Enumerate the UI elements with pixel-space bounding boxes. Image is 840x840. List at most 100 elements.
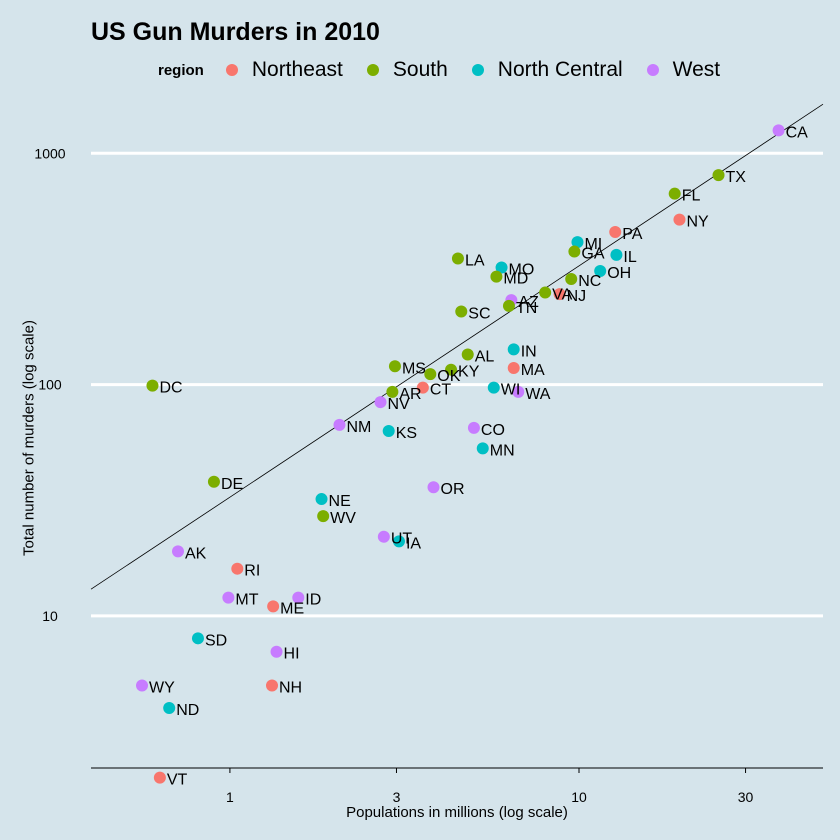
x-tick-label-30: 30: [738, 789, 754, 805]
point-mo: [495, 261, 508, 274]
point-label-de: DE: [221, 476, 243, 493]
point-nh: [266, 679, 279, 692]
point-label-nj: NJ: [567, 288, 587, 305]
point-ar: [386, 385, 399, 398]
point-label-sc: SC: [468, 306, 490, 323]
point-label-fl: FL: [682, 188, 701, 205]
legend-swatch-west: [646, 64, 659, 76]
point-label-ny: NY: [686, 214, 709, 231]
point-mi: [571, 236, 584, 249]
point-id: [292, 591, 305, 604]
point-label-ky: KY: [458, 364, 480, 381]
legend-item-north-central: North Central: [471, 58, 623, 82]
point-al: [461, 348, 474, 361]
point-nj: [553, 288, 566, 301]
point-label-ia: IA: [406, 535, 421, 552]
legend-title: region: [158, 61, 204, 79]
point-label-ri: RI: [244, 563, 260, 580]
point-mn: [476, 442, 489, 455]
point-label-nc: NC: [578, 273, 601, 290]
point-label-ar: AR: [399, 386, 421, 403]
legend-item-northeast: Northeast: [225, 58, 343, 82]
point-label-ak: AK: [185, 545, 207, 562]
point-label-ok: OK: [437, 368, 460, 385]
point-label-wa: WA: [525, 386, 551, 403]
legend-item-west: West: [646, 58, 721, 82]
point-ny: [673, 213, 686, 226]
point-ct: [416, 381, 429, 394]
point-label-mo: MO: [509, 261, 535, 278]
point-label-va: VA: [552, 287, 572, 304]
point-dc: [146, 379, 159, 392]
point-label-id: ID: [305, 592, 321, 609]
point-nv: [374, 396, 387, 409]
point-label-ut: UT: [391, 531, 413, 548]
point-label-dc: DC: [159, 380, 182, 397]
point-md: [490, 270, 503, 283]
point-label-tn: TN: [516, 300, 537, 317]
point-wa: [512, 385, 525, 398]
point-va: [539, 286, 552, 299]
point-nd: [163, 701, 176, 714]
point-label-nh: NH: [279, 680, 302, 697]
point-vt: [153, 771, 166, 784]
point-label-nv: NV: [387, 396, 410, 413]
reference-line: [90, 103, 824, 590]
point-label-mn: MN: [490, 442, 515, 459]
y-axis-label: Total number of murders (log scale): [20, 320, 38, 556]
point-hi: [270, 645, 283, 658]
point-mt: [222, 591, 235, 604]
y-tick-label-10: 10: [42, 608, 58, 624]
legend-swatch-south: [366, 64, 379, 76]
point-label-ks: KS: [396, 425, 417, 442]
y-tick-label-1000: 1000: [34, 145, 65, 161]
point-wv: [317, 510, 330, 523]
x-tick-label-3: 3: [393, 789, 401, 805]
point-me: [267, 600, 280, 613]
point-label-ca: CA: [786, 124, 809, 141]
legend-label-west: West: [672, 58, 721, 81]
point-ga: [568, 245, 581, 258]
point-label-mt: MT: [235, 592, 258, 609]
point-oh: [594, 264, 607, 277]
legend-label-north-central: North Central: [497, 58, 623, 81]
point-label-or: OR: [441, 481, 465, 498]
point-wy: [136, 679, 149, 692]
point-label-az: AZ: [518, 294, 539, 311]
point-pa: [609, 225, 622, 238]
point-label-wv: WV: [330, 510, 356, 527]
point-label-sd: SD: [205, 632, 227, 649]
point-label-wi: WI: [501, 382, 521, 399]
point-ia: [392, 535, 405, 548]
point-ms: [388, 360, 401, 373]
point-ak: [171, 545, 184, 558]
point-il: [610, 248, 623, 261]
legend-label-northeast: Northeast: [251, 58, 343, 81]
point-label-in: IN: [521, 343, 537, 360]
x-tick-label-1: 1: [226, 789, 234, 805]
point-label-nm: NM: [346, 419, 371, 436]
point-label-la: LA: [465, 252, 485, 269]
point-or: [427, 481, 440, 494]
point-label-me: ME: [280, 600, 304, 617]
point-nc: [565, 273, 578, 286]
point-de: [207, 475, 220, 488]
point-label-vt: VT: [167, 772, 188, 789]
point-ok: [424, 368, 437, 381]
point-sd: [191, 632, 204, 645]
point-nm: [333, 418, 346, 431]
point-ri: [231, 562, 244, 575]
point-ut: [377, 530, 390, 543]
point-label-pa: PA: [622, 226, 642, 243]
x-tick-label-10: 10: [571, 789, 587, 805]
legend-label-south: South: [392, 58, 448, 81]
x-axis-label: Populations in millions (log scale): [346, 804, 568, 821]
point-label-ne: NE: [329, 493, 351, 510]
point-ks: [382, 425, 395, 438]
y-tick-label-100: 100: [38, 377, 62, 393]
point-sc: [455, 305, 468, 318]
point-label-al: AL: [475, 348, 495, 365]
legend-swatch-north-central: [471, 64, 484, 76]
